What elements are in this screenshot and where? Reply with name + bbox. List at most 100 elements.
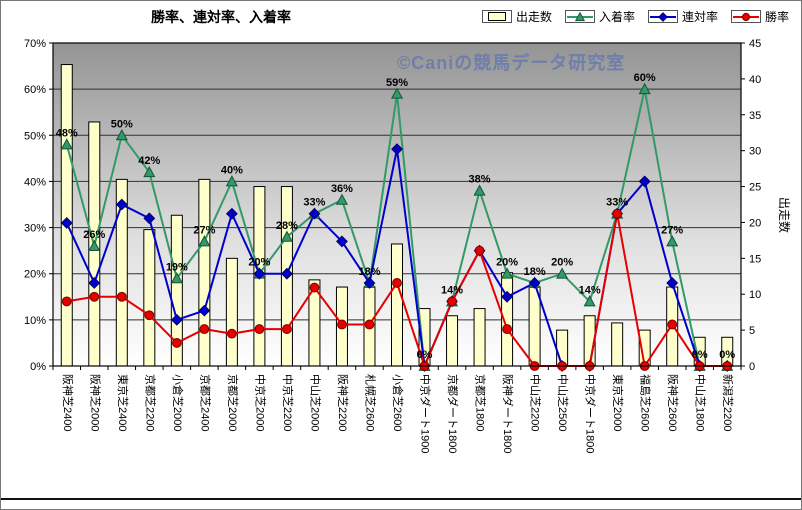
marker-quinella-rate (225, 207, 238, 220)
data-label: 36% (331, 183, 353, 195)
x-axis-label: 京都芝2000 (226, 374, 240, 431)
marker-quinella-rate (115, 198, 128, 211)
marker-win-rate (144, 310, 155, 321)
legend-label-quinella-rate: 連対率 (681, 10, 718, 24)
marker-quinella-rate (253, 267, 266, 280)
data-label: 0% (417, 349, 433, 361)
marker-quinella-rate (666, 277, 679, 289)
x-axis-label: 中京芝2200 (281, 374, 295, 431)
x-axis-label: 新潟芝2200 (721, 374, 735, 431)
x-axis-label: 京都芝1800 (474, 374, 488, 431)
watermark: ©Caniの競馬データ研究室 (397, 53, 626, 73)
data-label: 14% (441, 284, 463, 296)
x-axis-label: 阪神芝2000 (88, 374, 102, 431)
marker-place-rate (501, 267, 514, 279)
data-label: 27% (193, 224, 215, 236)
marker-win-rate (474, 245, 485, 256)
marker-quinella-rate (88, 277, 101, 289)
marker-win-rate (667, 319, 678, 330)
left-axis-tick-label: 70% (24, 38, 46, 50)
x-axis-label: 阪神芝2400 (61, 374, 75, 431)
marker-win-rate (61, 296, 72, 307)
right-axis-tick-label: 25 (749, 182, 761, 194)
marker-quinella-rate (281, 267, 293, 280)
data-label: 0% (692, 349, 708, 361)
data-label: 14% (579, 284, 601, 296)
x-axis-label: 阪神芝2200 (336, 374, 350, 431)
legend-label-win-rate: 勝率 (764, 10, 789, 24)
bar-starts (473, 308, 486, 367)
marker-win-rate (502, 324, 512, 335)
diamond-line-swatch-icon (647, 10, 678, 23)
bar-starts (225, 257, 238, 367)
bar-starts (391, 243, 403, 367)
marker-place-rate (88, 239, 101, 251)
data-label: 18% (358, 266, 380, 278)
bar-starts (446, 315, 459, 367)
left-axis-tick-label: 0% (30, 361, 46, 373)
legend-label-starts: 出走数 (515, 10, 552, 24)
data-label: 60% (634, 72, 656, 84)
data-label: 48% (56, 128, 78, 140)
x-axis-label: 札幌芝2600 (363, 374, 377, 431)
marker-quinella-rate (501, 290, 513, 303)
left-axis-tick-label: 50% (24, 130, 46, 142)
marker-quinella-rate (363, 277, 376, 289)
right-axis-tick-label: 45 (749, 38, 761, 50)
data-label: 40% (221, 164, 243, 176)
left-axis-tick-label: 40% (24, 176, 46, 188)
right-axis-tick-label: 40 (749, 74, 761, 86)
data-label: 38% (469, 174, 491, 186)
data-label: 59% (386, 77, 408, 89)
left-axis-tick-label: 10% (24, 315, 46, 327)
data-label: 20% (248, 257, 270, 269)
legend-item-win-rate: 勝率 (730, 8, 789, 25)
left-axis-tick-label: 20% (24, 269, 46, 281)
marker-quinella-rate (143, 212, 156, 225)
x-axis-label: 小倉芝2000 (171, 374, 185, 431)
marker-win-rate (226, 328, 237, 339)
x-axis-label: 阪神ダート1800 (501, 374, 515, 453)
marker-win-rate (282, 324, 292, 335)
x-axis-label: 東京芝2000 (611, 374, 625, 431)
data-label: 18% (524, 266, 546, 278)
legend-item-starts: 出走数 (481, 8, 552, 25)
marker-win-rate (199, 324, 210, 335)
x-axis-label: 中山芝2000 (308, 374, 321, 431)
marker-place-rate (60, 138, 73, 150)
bar-starts (528, 286, 541, 367)
marker-quinella-rate (198, 304, 211, 317)
marker-place-rate (280, 230, 293, 242)
x-axis-label: 京都芝2200 (143, 374, 157, 431)
data-label: 28% (276, 220, 298, 232)
left-axis-tick-label: 30% (24, 223, 46, 235)
data-label: 0% (719, 349, 735, 361)
marker-place-rate (198, 235, 211, 247)
left-axis-tick-label: 60% (24, 84, 46, 96)
marker-place-rate (638, 82, 651, 95)
data-label: 33% (303, 197, 325, 209)
x-axis-label: 福島芝2600 (639, 374, 653, 431)
x-axis-label: 中山芝2500 (556, 374, 569, 431)
marker-quinella-rate (391, 143, 403, 156)
marker-quinella-rate (638, 175, 651, 188)
marker-place-rate (170, 272, 183, 284)
right-axis-tick-label: 35 (749, 110, 761, 122)
marker-quinella-rate (336, 235, 348, 248)
right-axis-title: 出走数 (777, 197, 792, 233)
x-axis-label: 東京芝2400 (116, 374, 130, 431)
data-label: 50% (111, 118, 133, 130)
marker-win-rate (447, 296, 457, 307)
right-axis-tick-label: 20 (749, 217, 761, 229)
right-axis-tick-label: 15 (749, 253, 761, 265)
marker-place-rate (556, 267, 569, 279)
legend-item-quinella-rate: 連対率 (647, 8, 718, 25)
x-axis-label: 小倉芝2600 (391, 374, 405, 431)
x-axis-label: 中山芝2200 (529, 374, 542, 431)
legend-label-place-rate: 入着率 (598, 10, 635, 24)
circle-line-swatch-icon (730, 10, 761, 23)
marker-win-rate (89, 291, 100, 302)
marker-place-rate (335, 193, 348, 205)
triangle-line-swatch-icon (564, 10, 595, 23)
